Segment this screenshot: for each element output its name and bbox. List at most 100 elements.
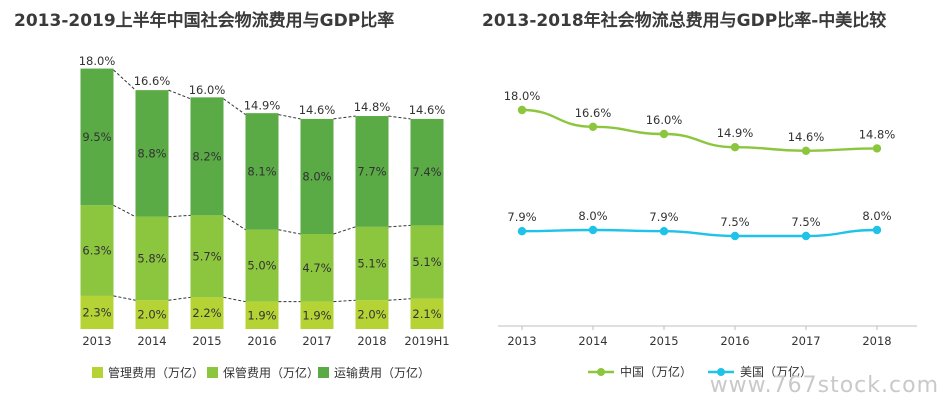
data-point (872, 144, 882, 153)
stack-connector (388, 115, 411, 120)
bar-segment-label: 5.7% (192, 249, 221, 263)
stack-connector (333, 226, 356, 235)
bar-segment (245, 229, 279, 302)
stack-connector (333, 299, 356, 303)
bar-segment (355, 116, 389, 227)
stack-connector (333, 115, 356, 120)
bar-total-label: 14.9% (244, 99, 281, 113)
bar-segment-label: 6.3% (82, 244, 111, 258)
data-point (588, 225, 598, 235)
x-tick-label: 2013 (82, 334, 111, 348)
data-point (517, 227, 527, 236)
series-line (521, 228, 878, 238)
bar-segment-label: 2.0% (357, 308, 386, 322)
x-tick-label: 2016 (247, 334, 276, 348)
bar-segment-label: 9.5% (82, 130, 111, 144)
stack-connector (168, 89, 191, 100)
data-label: 8.0% (578, 209, 607, 223)
data-label: 7.9% (507, 210, 536, 224)
stack-connector (278, 114, 301, 120)
line-chart: 2013 2014 2015 2016 2017 2018 18.0% 16.6% 16.0% 1… (498, 89, 917, 379)
bar-segment-label: 5.1% (357, 257, 386, 271)
bar-total-label: 14.8% (354, 100, 391, 114)
stack-connector (223, 98, 246, 116)
bar-segment (135, 300, 169, 329)
bar-segment-label: 8.2% (192, 149, 221, 163)
bar-segment-label: 2.0% (137, 308, 166, 322)
bar-segment-label: 5.0% (247, 259, 276, 273)
series-line (521, 108, 878, 153)
data-label: 8.0% (862, 209, 891, 223)
legend-swatch (207, 367, 218, 378)
x-tick-label: 2016 (720, 334, 749, 348)
data-label: 16.0% (646, 113, 683, 127)
bar-segment (410, 118, 444, 226)
x-tick-label: 2018 (862, 334, 891, 348)
data-label: 18.0% (504, 89, 541, 103)
right-chart-panel: 2013-2018年社会物流总费用与GDP比率-中美比较 2013 2014 201… (470, 0, 945, 402)
bar-total-label: 16.0% (189, 83, 226, 97)
watermark: www.767stock.com (709, 373, 939, 398)
bar-segment (190, 97, 224, 216)
bar-segment (245, 301, 279, 329)
stack-connector (113, 69, 136, 91)
bar-segment (410, 298, 444, 329)
stack-connector (168, 214, 191, 218)
data-point (588, 122, 598, 131)
bar-segment-label: 2.2% (192, 306, 221, 320)
bar-segment-label: 4.7% (302, 261, 331, 275)
bar-segment-label: 7.4% (412, 165, 441, 179)
x-tick-label: 2019H1 (404, 334, 449, 348)
bar-segment (300, 118, 334, 235)
bar-segment-label: 7.7% (357, 164, 386, 178)
x-tick-label: 2014 (578, 334, 607, 348)
data-label: 14.9% (717, 126, 754, 140)
legend-label: 运输费用（万亿） (334, 365, 430, 380)
data-point (872, 225, 882, 235)
bar-segment (135, 216, 169, 301)
bar-segment (190, 297, 224, 329)
data-label: 14.6% (788, 130, 825, 144)
bar-segment (410, 225, 444, 299)
stacked-bar-chart: 2.3% 6.3% 9.5% 18.0% 2013 2.0% 5.8% 8.8% 16.6% 20… (79, 54, 450, 380)
bar-segment-label: 8.0% (302, 169, 331, 183)
bar-segment (300, 234, 334, 302)
legend-label: 保管费用（万亿） (223, 365, 319, 380)
x-tick-label: 2014 (137, 334, 166, 348)
stack-connector (278, 229, 301, 235)
bar-segment (80, 205, 114, 296)
legend-marker (717, 368, 725, 376)
bar-segment (80, 295, 114, 329)
data-point (801, 146, 811, 155)
left-chart-title: 2013-2019上半年中国社会物流费用与GDP比率 (14, 11, 395, 31)
right-chart-title: 2013-2018年社会物流总费用与GDP比率-中美比较 (482, 11, 887, 31)
x-tick-label: 2018 (357, 334, 386, 348)
data-point (730, 231, 740, 241)
legend-swatch (92, 367, 103, 378)
bar-segment (355, 300, 389, 329)
data-point (659, 129, 669, 139)
data-point (801, 231, 811, 241)
legend-marker (597, 368, 605, 376)
data-point (659, 227, 669, 236)
stack-connector (223, 214, 246, 231)
bar-segment-label: 2.3% (82, 305, 111, 319)
bar-segment (355, 226, 389, 301)
x-tick-label: 2017 (791, 334, 820, 348)
bar-segment (190, 215, 224, 298)
bar-segment (245, 113, 279, 230)
x-tick-label: 2013 (507, 334, 536, 348)
data-label: 7.5% (720, 215, 749, 229)
bar-segment (300, 301, 334, 329)
bar-segment-label: 5.1% (412, 255, 441, 269)
data-label: 7.5% (791, 215, 820, 229)
stack-connector (223, 296, 246, 303)
legend-label: 中国（万亿） (620, 364, 692, 379)
stack-connector (388, 224, 411, 228)
stack-connector (388, 298, 411, 301)
bar-segment-label: 8.1% (247, 164, 276, 178)
bar-total-label: 18.0% (79, 54, 116, 68)
bar-segment-label: 8.8% (137, 146, 166, 160)
data-label: 7.9% (649, 210, 678, 224)
legend-label: 管理费用（万亿） (108, 365, 204, 380)
